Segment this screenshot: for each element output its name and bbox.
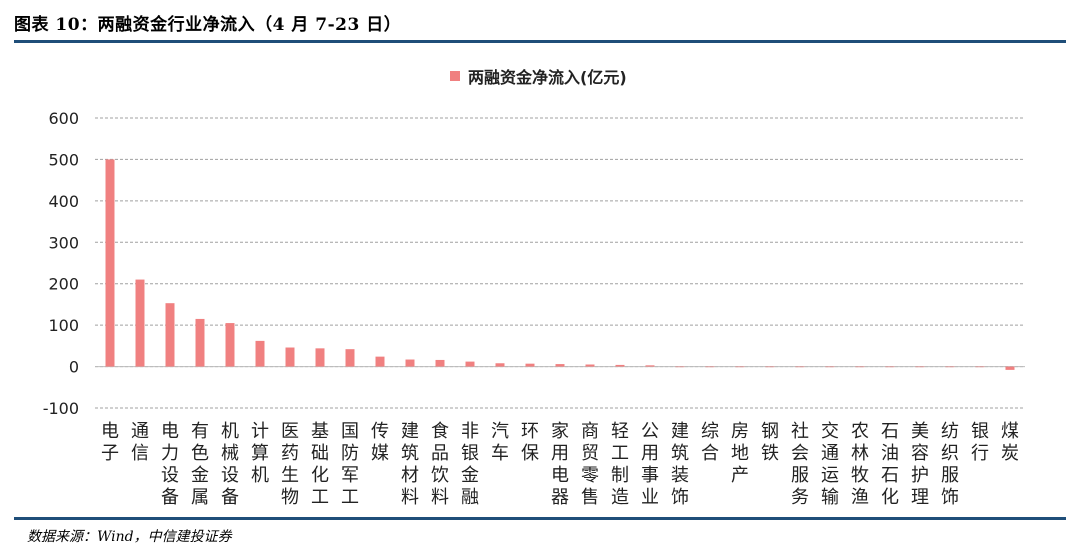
- x-tick-label: 家用电器: [551, 421, 569, 508]
- x-tick-label: 综合: [701, 421, 719, 464]
- figure-title: 图表 10：两融资金行业净流入（4 月 7-23 日）: [14, 15, 402, 35]
- x-tick-label: 汽车: [491, 421, 509, 464]
- source-rule: [14, 517, 1066, 520]
- x-tick-label: 交通运输: [821, 421, 839, 508]
- x-tick-label: 银行: [971, 421, 989, 464]
- x-tick-label: 轻工制造: [611, 421, 629, 508]
- x-tick-label: 房地产: [731, 421, 749, 486]
- bar-银行: [975, 366, 985, 368]
- title-rule: [14, 40, 1066, 43]
- y-tick-label: 600: [48, 109, 79, 128]
- legend-label: 两融资金净流入(亿元): [468, 68, 627, 87]
- legend: 两融资金净流入(亿元): [450, 64, 627, 88]
- y-tick-label: 400: [48, 192, 79, 211]
- x-tick-label: 公用事业: [641, 421, 659, 508]
- bar-商贸零售: [585, 364, 595, 367]
- bar-有色金属: [195, 318, 205, 367]
- x-tick-label: 基础化工: [311, 421, 329, 508]
- bar-计算机: [255, 340, 265, 367]
- x-tick-label: 通信: [131, 421, 149, 464]
- bar-电子: [105, 159, 115, 367]
- bar-煤炭: [1005, 366, 1015, 370]
- bar-纺织服饰: [945, 366, 955, 368]
- bar-食品饮料: [435, 359, 445, 367]
- y-tick-label: -100: [43, 399, 79, 418]
- bar-医药生物: [285, 347, 295, 367]
- legend-swatch: [450, 71, 460, 81]
- bar-钢铁: [765, 366, 775, 368]
- bar-汽车: [495, 363, 505, 367]
- bar-建筑材料: [405, 359, 415, 367]
- bar-房地产: [735, 366, 745, 368]
- x-tick-label: 美容护理: [911, 421, 929, 508]
- y-tick-label: 100: [48, 316, 79, 335]
- x-tick-label: 电力设备: [161, 421, 179, 508]
- y-tick-label: 300: [48, 233, 79, 252]
- bar-农林牧渔: [855, 366, 865, 368]
- x-tick-label: 医药生物: [281, 421, 299, 508]
- data-source: 数据来源：Wind，中信建投证券: [27, 529, 232, 545]
- y-tick-label: 500: [48, 150, 79, 169]
- x-tick-label: 国防军工: [341, 421, 359, 508]
- x-tick-label: 农林牧渔: [851, 421, 869, 508]
- x-tick-label: 传媒: [371, 421, 389, 464]
- bar-通信: [135, 279, 145, 367]
- x-tick-label: 有色金属: [191, 421, 209, 508]
- x-tick-label: 钢铁: [761, 421, 779, 464]
- y-tick-label: 0: [69, 358, 79, 377]
- bar-机械设备: [225, 323, 235, 367]
- bar-综合: [705, 366, 715, 368]
- bar-石油石化: [885, 366, 895, 368]
- bar-国防军工: [345, 349, 355, 367]
- bar-传媒: [375, 356, 385, 367]
- x-tick-label: 计算机: [251, 421, 269, 486]
- x-tick-label: 建筑材料: [401, 421, 419, 508]
- x-tick-label: 社会服务: [791, 421, 809, 508]
- bar-建筑装饰: [675, 366, 685, 368]
- x-tick-label: 环保: [521, 421, 539, 464]
- x-tick-label: 电子: [101, 421, 119, 464]
- bar-美容护理: [915, 366, 925, 368]
- bar-家用电器: [555, 364, 565, 367]
- x-tick-label: 煤炭: [1001, 421, 1019, 464]
- x-tick-label: 纺织服饰: [941, 421, 959, 508]
- bar-电力设备: [165, 303, 175, 367]
- bar-基础化工: [315, 348, 325, 367]
- bar-交通运输: [825, 366, 835, 368]
- x-tick-label: 机械设备: [221, 421, 239, 508]
- x-tick-label: 商贸零售: [581, 421, 599, 508]
- bar-公用事业: [645, 365, 655, 367]
- x-tick-label: 非银金融: [461, 421, 479, 508]
- x-tick-label: 建筑装饰: [671, 421, 689, 508]
- bar-轻工制造: [615, 364, 625, 367]
- bar-环保: [525, 363, 535, 367]
- y-tick-label: 200: [48, 275, 79, 294]
- bar-社会服务: [795, 366, 805, 368]
- bar-非银金融: [465, 361, 475, 367]
- x-tick-label: 石油石化: [881, 421, 899, 508]
- bar-chart: 600 500 400 300 200 100 0 -100 电子通信电力设备有色金属机械设备计…: [43, 109, 1025, 508]
- x-tick-label: 食品饮料: [431, 421, 449, 508]
